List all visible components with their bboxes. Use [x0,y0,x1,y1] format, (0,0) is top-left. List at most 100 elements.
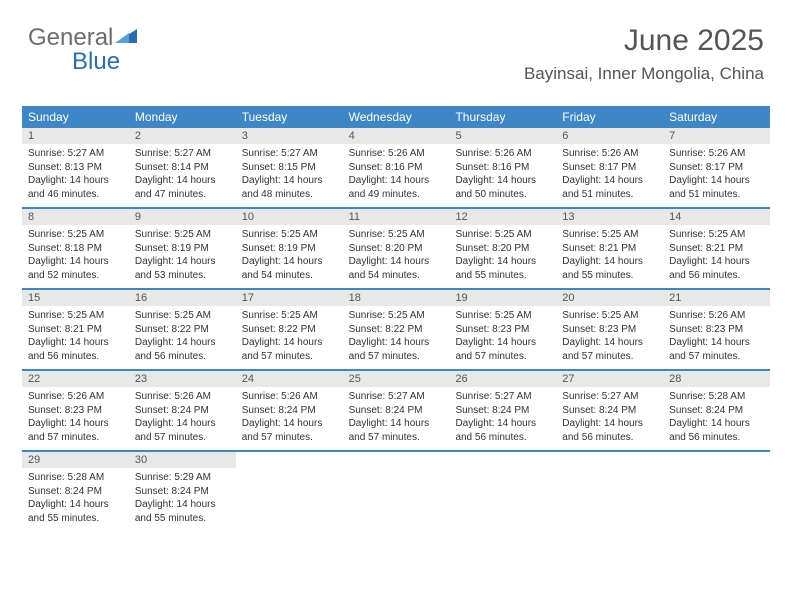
day-number: 8 [22,209,129,225]
sunrise-line: Sunrise: 5:25 AM [349,309,444,323]
sunrise-line: Sunrise: 5:27 AM [455,390,550,404]
day-cell: 21Sunrise: 5:26 AMSunset: 8:23 PMDayligh… [663,290,770,369]
day-number: 30 [129,452,236,468]
day-body: Sunrise: 5:26 AMSunset: 8:16 PMDaylight:… [449,144,556,207]
sunset-line: Sunset: 8:17 PM [669,161,764,175]
day-number: 5 [449,128,556,144]
sunrise-line: Sunrise: 5:29 AM [135,471,230,485]
daylight-line: Daylight: 14 hours and 50 minutes. [455,174,550,201]
logo-triangle-icon [115,27,137,50]
day-body: Sunrise: 5:25 AMSunset: 8:21 PMDaylight:… [556,225,663,288]
day-number: 25 [343,371,450,387]
day-body: Sunrise: 5:26 AMSunset: 8:23 PMDaylight:… [663,306,770,369]
sunset-line: Sunset: 8:23 PM [455,323,550,337]
day-body: Sunrise: 5:27 AMSunset: 8:24 PMDaylight:… [449,387,556,450]
day-cell: 3Sunrise: 5:27 AMSunset: 8:15 PMDaylight… [236,128,343,207]
day-cell: 25Sunrise: 5:27 AMSunset: 8:24 PMDayligh… [343,371,450,450]
day-number: 13 [556,209,663,225]
day-body: Sunrise: 5:25 AMSunset: 8:23 PMDaylight:… [449,306,556,369]
day-body: Sunrise: 5:26 AMSunset: 8:17 PMDaylight:… [663,144,770,207]
day-cell: 26Sunrise: 5:27 AMSunset: 8:24 PMDayligh… [449,371,556,450]
empty-cell [663,452,770,531]
month-title: June 2025 [524,24,764,58]
day-number: 16 [129,290,236,306]
sunrise-line: Sunrise: 5:25 AM [562,228,657,242]
day-number: 19 [449,290,556,306]
day-number: 9 [129,209,236,225]
sunset-line: Sunset: 8:24 PM [28,485,123,499]
daylight-line: Daylight: 14 hours and 57 minutes. [242,417,337,444]
day-cell: 7Sunrise: 5:26 AMSunset: 8:17 PMDaylight… [663,128,770,207]
day-number: 1 [22,128,129,144]
daylight-line: Daylight: 14 hours and 57 minutes. [349,336,444,363]
empty-cell [236,452,343,531]
sunset-line: Sunset: 8:21 PM [669,242,764,256]
week-row: 29Sunrise: 5:28 AMSunset: 8:24 PMDayligh… [22,452,770,531]
sunset-line: Sunset: 8:24 PM [669,404,764,418]
day-body: Sunrise: 5:25 AMSunset: 8:19 PMDaylight:… [129,225,236,288]
day-cell: 15Sunrise: 5:25 AMSunset: 8:21 PMDayligh… [22,290,129,369]
sunset-line: Sunset: 8:21 PM [562,242,657,256]
logo-text-blue: Blue [72,48,120,75]
sunrise-line: Sunrise: 5:27 AM [562,390,657,404]
day-number: 4 [343,128,450,144]
day-body: Sunrise: 5:26 AMSunset: 8:17 PMDaylight:… [556,144,663,207]
weekday-header: Tuesday [236,106,343,128]
sunset-line: Sunset: 8:14 PM [135,161,230,175]
daylight-line: Daylight: 14 hours and 55 minutes. [135,498,230,525]
sunset-line: Sunset: 8:23 PM [562,323,657,337]
day-number: 6 [556,128,663,144]
sunrise-line: Sunrise: 5:25 AM [349,228,444,242]
day-cell: 2Sunrise: 5:27 AMSunset: 8:14 PMDaylight… [129,128,236,207]
title-block: June 2025 Bayinsai, Inner Mongolia, Chin… [524,24,764,84]
day-number: 26 [449,371,556,387]
daylight-line: Daylight: 14 hours and 55 minutes. [562,255,657,282]
sunset-line: Sunset: 8:23 PM [669,323,764,337]
day-number: 18 [343,290,450,306]
day-cell: 1Sunrise: 5:27 AMSunset: 8:13 PMDaylight… [22,128,129,207]
empty-cell [449,452,556,531]
daylight-line: Daylight: 14 hours and 47 minutes. [135,174,230,201]
daylight-line: Daylight: 14 hours and 53 minutes. [135,255,230,282]
weekday-header: Wednesday [343,106,450,128]
sunrise-line: Sunrise: 5:27 AM [349,390,444,404]
day-number: 3 [236,128,343,144]
day-cell: 9Sunrise: 5:25 AMSunset: 8:19 PMDaylight… [129,209,236,288]
day-cell: 4Sunrise: 5:26 AMSunset: 8:16 PMDaylight… [343,128,450,207]
weekday-header-row: SundayMondayTuesdayWednesdayThursdayFrid… [22,106,770,128]
sunrise-line: Sunrise: 5:25 AM [455,309,550,323]
sunset-line: Sunset: 8:17 PM [562,161,657,175]
day-cell: 5Sunrise: 5:26 AMSunset: 8:16 PMDaylight… [449,128,556,207]
daylight-line: Daylight: 14 hours and 55 minutes. [28,498,123,525]
sunset-line: Sunset: 8:20 PM [349,242,444,256]
day-cell: 11Sunrise: 5:25 AMSunset: 8:20 PMDayligh… [343,209,450,288]
daylight-line: Daylight: 14 hours and 57 minutes. [242,336,337,363]
daylight-line: Daylight: 14 hours and 55 minutes. [455,255,550,282]
daylight-line: Daylight: 14 hours and 48 minutes. [242,174,337,201]
day-cell: 8 Sunrise: 5:25 AMSunset: 8:18 PMDaylight… [22,209,129,288]
logo-text-blue-wrap: Blue [72,48,120,76]
daylight-line: Daylight: 14 hours and 56 minutes. [562,417,657,444]
daylight-line: Daylight: 14 hours and 54 minutes. [349,255,444,282]
daylight-line: Daylight: 14 hours and 52 minutes. [28,255,123,282]
day-number: 2 [129,128,236,144]
sunset-line: Sunset: 8:24 PM [242,404,337,418]
day-body: Sunrise: 5:26 AMSunset: 8:24 PMDaylight:… [129,387,236,450]
day-body: Sunrise: 5:25 AMSunset: 8:21 PMDaylight:… [663,225,770,288]
day-cell: 18Sunrise: 5:25 AMSunset: 8:22 PMDayligh… [343,290,450,369]
sunset-line: Sunset: 8:22 PM [242,323,337,337]
sunset-line: Sunset: 8:15 PM [242,161,337,175]
sunset-line: Sunset: 8:19 PM [242,242,337,256]
day-body: Sunrise: 5:25 AMSunset: 8:20 PMDaylight:… [449,225,556,288]
sunset-line: Sunset: 8:22 PM [135,323,230,337]
day-body: Sunrise: 5:27 AMSunset: 8:14 PMDaylight:… [129,144,236,207]
daylight-line: Daylight: 14 hours and 56 minutes. [135,336,230,363]
weekday-header: Sunday [22,106,129,128]
sunrise-line: Sunrise: 5:26 AM [562,147,657,161]
day-body: Sunrise: 5:25 AMSunset: 8:19 PMDaylight:… [236,225,343,288]
daylight-line: Daylight: 14 hours and 51 minutes. [562,174,657,201]
sunrise-line: Sunrise: 5:25 AM [28,228,123,242]
sunset-line: Sunset: 8:18 PM [28,242,123,256]
sunrise-line: Sunrise: 5:28 AM [28,471,123,485]
week-row: 15Sunrise: 5:25 AMSunset: 8:21 PMDayligh… [22,290,770,371]
